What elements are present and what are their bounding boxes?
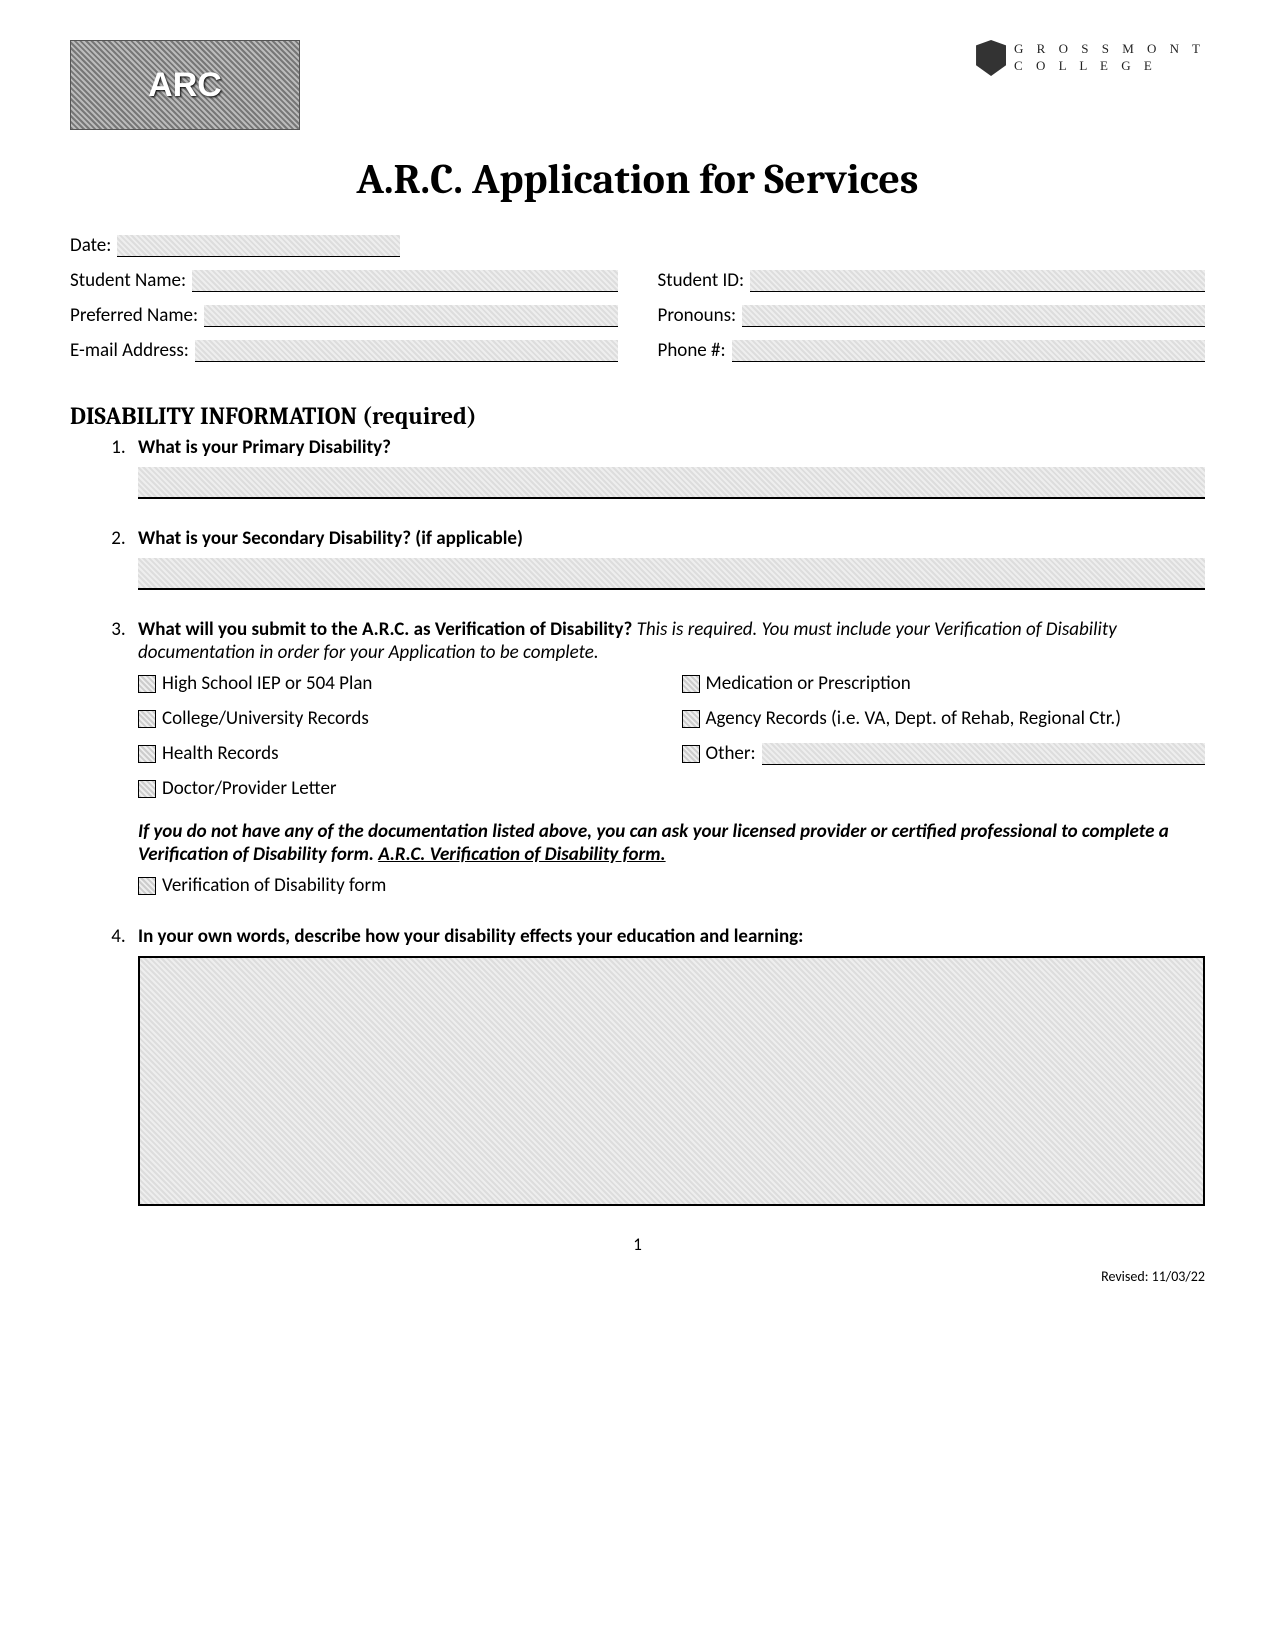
- option-health: Health Records: [138, 742, 662, 765]
- q3-note-link[interactable]: A.R.C. Verification of Disability form.: [378, 843, 665, 866]
- q3-bold: What will you submit to the A.R.C. as Ve…: [138, 618, 632, 641]
- verification-options: High School IEP or 504 Plan Medication o…: [138, 672, 1205, 800]
- college-line2: C O L L E G E: [1014, 58, 1205, 75]
- q4-text: In your own words, describe how your dis…: [138, 925, 1205, 948]
- option-college: College/University Records: [138, 707, 662, 730]
- input-date[interactable]: [117, 235, 400, 257]
- label-other: Other:: [706, 742, 756, 765]
- input-student-name[interactable]: [192, 270, 617, 292]
- checkbox-vod[interactable]: [138, 877, 156, 895]
- checkbox-other[interactable]: [682, 745, 700, 763]
- section-disability-header: DISABILITY INFORMATION (required): [70, 402, 1205, 430]
- input-email[interactable]: [195, 340, 618, 362]
- input-secondary-disability[interactable]: [138, 558, 1205, 590]
- option-doctor: Doctor/Provider Letter: [138, 777, 662, 800]
- shield-icon: [976, 40, 1006, 76]
- question-1: What is your Primary Disability?: [130, 436, 1205, 499]
- revised-date: Revised: 11/03/22: [1101, 1268, 1205, 1285]
- arc-logo: ARC: [70, 40, 300, 130]
- input-preferred-name[interactable]: [204, 305, 617, 327]
- input-describe-effects[interactable]: [138, 956, 1205, 1206]
- label-date: Date:: [70, 234, 111, 257]
- questions-list: What is your Primary Disability? What is…: [70, 436, 1205, 1206]
- label-pronouns: Pronouns:: [658, 304, 737, 327]
- label-phone: Phone #:: [658, 339, 726, 362]
- page-title: A.R.C. Application for Services: [70, 155, 1205, 204]
- option-vod-form: Verification of Disability form: [138, 874, 1205, 897]
- option-iep: High School IEP or 504 Plan: [138, 672, 662, 695]
- label-doctor: Doctor/Provider Letter: [162, 777, 337, 800]
- q3-note: If you do not have any of the documentat…: [138, 820, 1205, 866]
- checkbox-agency[interactable]: [682, 710, 700, 728]
- option-other: Other:: [682, 742, 1206, 765]
- college-name: G R O S S M O N T C O L L E G E: [1014, 41, 1205, 75]
- label-health: Health Records: [162, 742, 279, 765]
- label-agency: Agency Records (i.e. VA, Dept. of Rehab,…: [706, 707, 1122, 730]
- checkbox-medication[interactable]: [682, 675, 700, 693]
- label-vod: Verification of Disability form: [162, 874, 386, 897]
- checkbox-college[interactable]: [138, 710, 156, 728]
- input-primary-disability[interactable]: [138, 467, 1205, 499]
- label-student-id: Student ID:: [658, 269, 745, 292]
- q2-text: What is your Secondary Disability? (if a…: [138, 527, 1205, 550]
- arc-logo-text: ARC: [148, 66, 222, 105]
- option-medication: Medication or Prescription: [682, 672, 1206, 695]
- option-agency: Agency Records (i.e. VA, Dept. of Rehab,…: [682, 707, 1206, 730]
- label-preferred-name: Preferred Name:: [70, 304, 198, 327]
- input-pronouns[interactable]: [742, 305, 1205, 327]
- question-2: What is your Secondary Disability? (if a…: [130, 527, 1205, 590]
- college-line1: G R O S S M O N T: [1014, 41, 1205, 58]
- label-medication: Medication or Prescription: [706, 672, 911, 695]
- question-3: What will you submit to the A.R.C. as Ve…: [130, 618, 1205, 897]
- college-logo: G R O S S M O N T C O L L E G E: [976, 40, 1205, 76]
- input-student-id[interactable]: [750, 270, 1205, 292]
- q1-text: What is your Primary Disability?: [138, 436, 1205, 459]
- label-iep: High School IEP or 504 Plan: [162, 672, 372, 695]
- page-number: 1: [70, 1234, 1205, 1255]
- label-email: E-mail Address:: [70, 339, 189, 362]
- input-phone[interactable]: [732, 340, 1205, 362]
- checkbox-health[interactable]: [138, 745, 156, 763]
- question-4: In your own words, describe how your dis…: [130, 925, 1205, 1206]
- label-college: College/University Records: [162, 707, 369, 730]
- checkbox-iep[interactable]: [138, 675, 156, 693]
- header-row: ARC G R O S S M O N T C O L L E G E: [70, 40, 1205, 130]
- checkbox-doctor[interactable]: [138, 780, 156, 798]
- applicant-fields: Date: Student Name: Student ID: Preferre…: [70, 234, 1205, 362]
- input-other[interactable]: [762, 743, 1205, 765]
- q3-text: What will you submit to the A.R.C. as Ve…: [138, 618, 1205, 664]
- label-student-name: Student Name:: [70, 269, 186, 292]
- footer: 1 Revised: 11/03/22: [70, 1234, 1205, 1255]
